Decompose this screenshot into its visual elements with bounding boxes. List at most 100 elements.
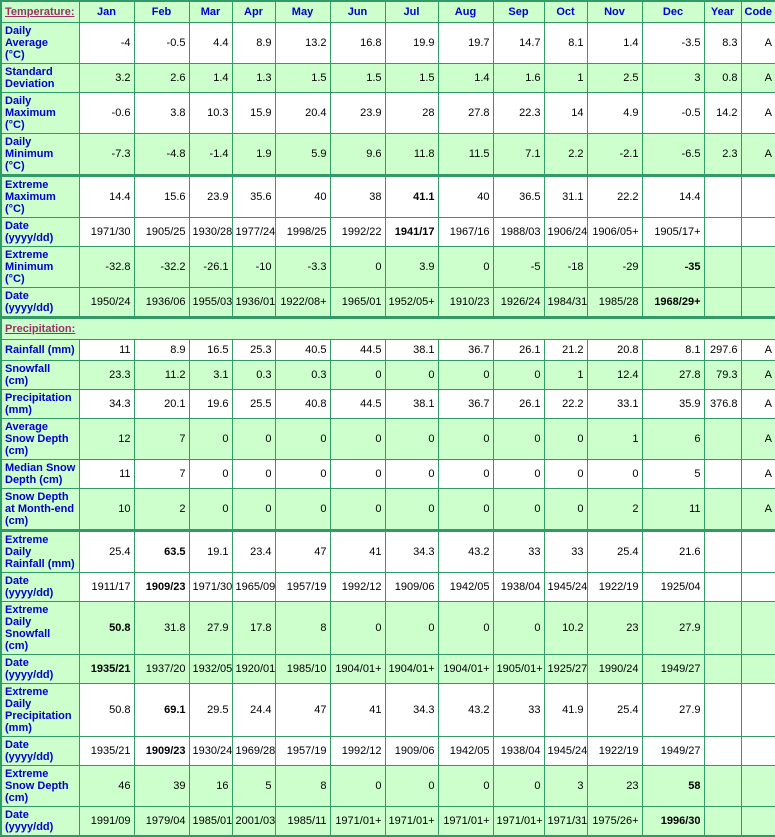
cell-nov: 1985/28 bbox=[586, 287, 643, 318]
cell-code: A bbox=[740, 22, 775, 64]
cell-oct: 0 bbox=[543, 459, 588, 489]
cell-oct: 1906/24 bbox=[543, 217, 588, 247]
column-header-oct: Oct bbox=[543, 0, 588, 23]
cell-aug: 1.4 bbox=[437, 63, 494, 93]
cell-jul: 1941/17 bbox=[384, 217, 439, 247]
cell-jun: 38 bbox=[329, 175, 386, 218]
cell-dec: 27.8 bbox=[641, 360, 705, 390]
row-label-median-snow-depth-cm: Median Snow Depth (cm) bbox=[0, 459, 80, 489]
cell-mar: 27.9 bbox=[188, 601, 233, 655]
cell-dec: 1996/30 bbox=[641, 806, 705, 837]
temperature-header-row: Temperature: Jan Feb Mar Apr May Jun Jul Aug Sep O… bbox=[0, 0, 775, 23]
cell-aug: 43.2 bbox=[437, 530, 494, 573]
cell-jan: 11 bbox=[78, 459, 135, 489]
cell-apr: 1.3 bbox=[231, 63, 276, 93]
cell-year bbox=[703, 287, 742, 318]
cell-mar: 1971/30 bbox=[188, 572, 233, 602]
column-header-may: May bbox=[274, 0, 331, 23]
cell-code bbox=[740, 246, 775, 288]
cell-oct: 1984/31 bbox=[543, 287, 588, 318]
cell-code bbox=[740, 572, 775, 602]
cell-dec: 11 bbox=[641, 488, 705, 531]
cell-code: A bbox=[740, 63, 775, 93]
cell-code bbox=[740, 806, 775, 837]
cell-jul: 3.9 bbox=[384, 246, 439, 288]
cell-jul: 1952/05+ bbox=[384, 287, 439, 318]
cell-code: A bbox=[740, 360, 775, 390]
cell-feb: 1937/20 bbox=[133, 654, 190, 684]
cell-jan: 1950/24 bbox=[78, 287, 135, 318]
cell-mar: 1.4 bbox=[188, 63, 233, 93]
cell-sep: 1.6 bbox=[492, 63, 545, 93]
precipitation-section-link[interactable]: Precipitation: bbox=[5, 323, 76, 335]
cell-code bbox=[740, 287, 775, 318]
cell-code: A bbox=[740, 459, 775, 489]
cell-aug: 1971/01+ bbox=[437, 806, 494, 837]
cell-jun: 23.9 bbox=[329, 92, 386, 134]
cell-aug: 1904/01+ bbox=[437, 654, 494, 684]
row-label-extreme-daily-precipitation-mm: Extreme Daily Precipitation (mm) bbox=[0, 683, 80, 737]
cell-nov: 23 bbox=[586, 765, 643, 807]
cell-jul: 41.1 bbox=[384, 175, 439, 218]
table-row-daily-average-c: Daily Average (°C) -4 -0.5 4.4 8.9 13.2 16.8 19… bbox=[0, 22, 775, 64]
cell-may: 0.3 bbox=[274, 360, 331, 390]
cell-apr: 8.9 bbox=[231, 22, 276, 64]
cell-sep: 26.1 bbox=[492, 389, 545, 419]
cell-oct: 1945/24 bbox=[543, 736, 588, 766]
cell-may: 40.8 bbox=[274, 389, 331, 419]
temperature-section-link[interactable]: Temperature: bbox=[5, 6, 75, 18]
cell-mar: -26.1 bbox=[188, 246, 233, 288]
cell-jul: 19.9 bbox=[384, 22, 439, 64]
cell-feb: 2.6 bbox=[133, 63, 190, 93]
cell-nov: 1922/19 bbox=[586, 572, 643, 602]
cell-dec: -6.5 bbox=[641, 133, 705, 176]
row-label-extreme-snow-depth-cm: Extreme Snow Depth (cm) bbox=[0, 765, 80, 807]
cell-mar: 19.1 bbox=[188, 530, 233, 573]
cell-oct: 1 bbox=[543, 63, 588, 93]
cell-apr: 17.8 bbox=[231, 601, 276, 655]
cell-oct: 1 bbox=[543, 360, 588, 390]
cell-jul: 1.5 bbox=[384, 63, 439, 93]
cell-nov: 1922/19 bbox=[586, 736, 643, 766]
precipitation-header-cell: Precipitation: bbox=[0, 317, 775, 340]
cell-jan: 11 bbox=[78, 339, 135, 361]
column-header-nov: Nov bbox=[586, 0, 643, 23]
cell-sep: 0 bbox=[492, 418, 545, 460]
cell-year bbox=[703, 806, 742, 837]
cell-code: A bbox=[740, 488, 775, 531]
cell-aug: 36.7 bbox=[437, 389, 494, 419]
cell-jan: 50.8 bbox=[78, 601, 135, 655]
row-label-extreme-daily-rainfall-mm: Extreme Daily Rainfall (mm) bbox=[0, 530, 80, 573]
cell-dec: 58 bbox=[641, 765, 705, 807]
cell-jul: 0 bbox=[384, 360, 439, 390]
cell-feb: 1905/25 bbox=[133, 217, 190, 247]
cell-aug: 1910/23 bbox=[437, 287, 494, 318]
cell-nov: 1.4 bbox=[586, 22, 643, 64]
cell-sep: 14.7 bbox=[492, 22, 545, 64]
column-header-apr: Apr bbox=[231, 0, 276, 23]
cell-nov: -2.1 bbox=[586, 133, 643, 176]
cell-mar: 16.5 bbox=[188, 339, 233, 361]
cell-year bbox=[703, 765, 742, 807]
cell-year bbox=[703, 246, 742, 288]
cell-mar: -1.4 bbox=[188, 133, 233, 176]
cell-jan: 1991/09 bbox=[78, 806, 135, 837]
cell-year: 376.8 bbox=[703, 389, 742, 419]
cell-nov: 23 bbox=[586, 601, 643, 655]
cell-may: 1.5 bbox=[274, 63, 331, 93]
cell-apr: 2001/03 bbox=[231, 806, 276, 837]
row-label-daily-average-c: Daily Average (°C) bbox=[0, 22, 80, 64]
cell-nov: 2.5 bbox=[586, 63, 643, 93]
cell-nov: 1906/05+ bbox=[586, 217, 643, 247]
cell-oct: 33 bbox=[543, 530, 588, 573]
row-label-date-yyyy-dd: Date (yyyy/dd) bbox=[0, 572, 80, 602]
row-label-snowfall-cm: Snowfall (cm) bbox=[0, 360, 80, 390]
table-row-extreme-daily-precipitation-mm: Extreme Daily Precipitation (mm) 50.8 69.1… bbox=[0, 683, 775, 737]
cell-dec: 35.9 bbox=[641, 389, 705, 419]
table-row-date-yyyy-dd: Date (yyyy/dd) 1911/17 1909/23 1971/30 1965/… bbox=[0, 572, 775, 602]
cell-jan: -4 bbox=[78, 22, 135, 64]
cell-dec: 1949/27 bbox=[641, 654, 705, 684]
cell-aug: 0 bbox=[437, 601, 494, 655]
table-row-extreme-minimum-c: Extreme Minimum (°C) -32.8 -32.2 -26.1 -10 -3… bbox=[0, 246, 775, 288]
